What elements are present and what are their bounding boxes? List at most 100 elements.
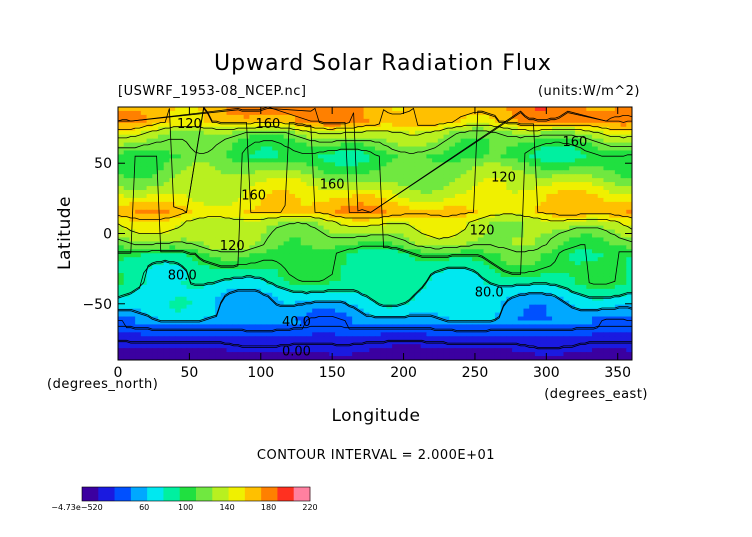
- heatmap-cell: [369, 233, 376, 239]
- heatmap-cell: [580, 205, 587, 211]
- heatmap-cell: [540, 273, 547, 278]
- heatmap-cell: [123, 257, 131, 262]
- heatmap-cell: [614, 269, 622, 274]
- heatmap-cell: [506, 170, 513, 175]
- heatmap-cell: [323, 261, 330, 266]
- heatmap-cell: [523, 114, 530, 120]
- heatmap-cell: [557, 170, 565, 175]
- heatmap-cell: [312, 296, 319, 302]
- heatmap-cell: [243, 229, 250, 235]
- heatmap-cell: [454, 162, 462, 167]
- heatmap-cell: [454, 170, 462, 175]
- heatmap-cell: [157, 158, 165, 163]
- heatmap-cell: [506, 245, 513, 250]
- heatmap-cell: [557, 241, 565, 246]
- heatmap-cell: [472, 308, 479, 314]
- heatmap-cell: [129, 304, 136, 310]
- heatmap-cell: [477, 107, 485, 112]
- heatmap-cell: [392, 316, 399, 322]
- heatmap-cell: [397, 166, 405, 171]
- heatmap-cell: [609, 273, 616, 278]
- heatmap-cell: [517, 107, 525, 112]
- heatmap-cell: [215, 126, 222, 132]
- heatmap-cell: [369, 209, 376, 215]
- heatmap-cell: [369, 217, 376, 223]
- heatmap-cell: [157, 170, 165, 175]
- heatmap-cell: [243, 197, 250, 203]
- heatmap-cell: [466, 146, 473, 152]
- heatmap-cell: [386, 154, 393, 159]
- heatmap-cell: [357, 217, 365, 223]
- heatmap-cell: [363, 320, 370, 326]
- heatmap-cell: [197, 221, 205, 227]
- heatmap-cell: [232, 296, 239, 302]
- heatmap-cell: [574, 257, 582, 262]
- heatmap-cell: [209, 316, 216, 322]
- heatmap-cell: [626, 288, 632, 294]
- heatmap-cell: [277, 249, 285, 254]
- heatmap-cell: [237, 292, 245, 298]
- heatmap-cell: [209, 162, 216, 167]
- heatmap-cell: [163, 257, 170, 262]
- heatmap-cell: [460, 213, 467, 219]
- heatmap-cell: [552, 225, 559, 231]
- heatmap-cell: [232, 110, 239, 116]
- heatmap-cell: [118, 257, 125, 262]
- heatmap-cell: [317, 249, 325, 254]
- heatmap-cell: [157, 174, 165, 179]
- heatmap-cell: [403, 126, 410, 132]
- heatmap-cell: [534, 229, 542, 235]
- heatmap-cell: [626, 308, 632, 314]
- heatmap-cell: [483, 170, 490, 175]
- heatmap-cell: [517, 138, 525, 144]
- heatmap-cell: [414, 257, 422, 262]
- heatmap-cell: [512, 225, 519, 231]
- heatmap-cell: [232, 130, 239, 136]
- heatmap-cell: [397, 229, 405, 235]
- heatmap-cell: [563, 296, 570, 302]
- heatmap-cell: [432, 249, 439, 254]
- heatmap-cell: [512, 118, 519, 124]
- heatmap-cell: [197, 190, 205, 195]
- heatmap-cell: [272, 245, 279, 250]
- heatmap-cell: [352, 186, 359, 191]
- heatmap-cell: [140, 182, 148, 187]
- heatmap-cell: [472, 150, 479, 156]
- heatmap-cell: [512, 138, 519, 144]
- heatmap-cell: [449, 225, 456, 231]
- heatmap-cell: [375, 269, 382, 274]
- heatmap-cell: [500, 134, 507, 140]
- heatmap-cell: [272, 182, 279, 187]
- heatmap-cell: [186, 114, 193, 120]
- heatmap-cell: [335, 233, 342, 239]
- heatmap-cell: [586, 205, 593, 211]
- heatmap-cell: [403, 296, 410, 302]
- heatmap-cell: [249, 126, 256, 132]
- heatmap-cell: [312, 142, 319, 148]
- heatmap-cell: [443, 288, 450, 294]
- heatmap-cell: [226, 170, 233, 175]
- heatmap-cell: [420, 249, 427, 254]
- heatmap-cell: [180, 253, 188, 258]
- heatmap-cell: [340, 221, 348, 227]
- heatmap-cell: [420, 162, 427, 167]
- heatmap-cell: [215, 158, 222, 163]
- heatmap-cell: [534, 205, 542, 211]
- heatmap-cell: [557, 229, 565, 235]
- heatmap-cell: [140, 174, 148, 179]
- heatmap-cell: [580, 249, 587, 254]
- heatmap-cell: [540, 304, 547, 310]
- heatmap-cell: [317, 174, 325, 179]
- heatmap-cell: [375, 122, 382, 128]
- heatmap-cell: [512, 257, 519, 262]
- heatmap-cell: [626, 280, 632, 286]
- heatmap-cell: [512, 174, 519, 179]
- heatmap-cell: [517, 284, 525, 290]
- heatmap-cell: [323, 209, 330, 215]
- heatmap-cell: [489, 118, 496, 124]
- heatmap-cell: [146, 241, 153, 246]
- heatmap-cell: [563, 201, 570, 207]
- heatmap-cell: [180, 237, 188, 242]
- heatmap-cell: [414, 190, 422, 195]
- heatmap-cell: [432, 146, 439, 152]
